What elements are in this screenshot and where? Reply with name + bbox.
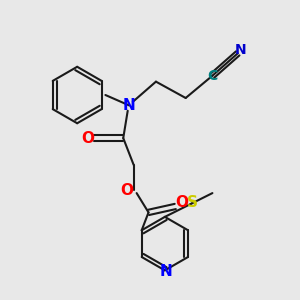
Text: N: N: [123, 98, 136, 113]
Text: O: O: [121, 183, 134, 198]
Text: N: N: [235, 44, 247, 57]
Text: N: N: [160, 264, 172, 279]
Text: S: S: [187, 195, 198, 210]
Text: O: O: [81, 130, 94, 146]
Text: O: O: [175, 195, 188, 210]
Text: C: C: [207, 69, 218, 83]
